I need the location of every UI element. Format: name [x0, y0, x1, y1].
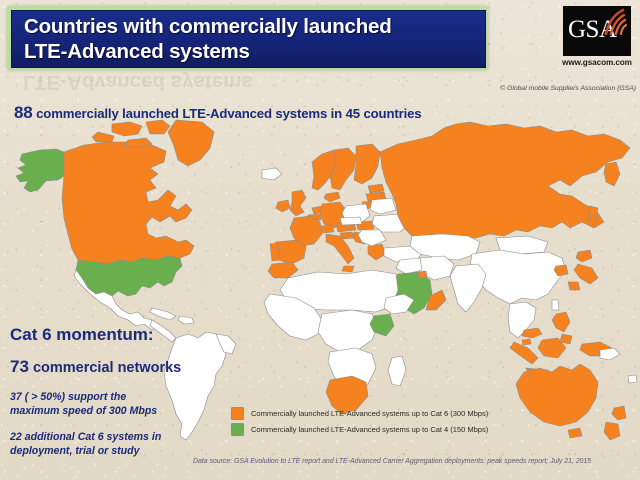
world-map-svg — [15, 119, 638, 441]
signal-waves-icon — [604, 8, 627, 36]
region-south-africa — [325, 375, 369, 415]
region-cuba — [149, 307, 177, 321]
region-papua-west — [599, 347, 621, 361]
region-italy — [325, 233, 355, 265]
region-malaysia — [521, 327, 543, 339]
region-canada-arctic-3 — [91, 131, 115, 143]
title-reflection: LTE-Advanced systems — [23, 71, 253, 94]
region-new-zealand-south — [603, 421, 621, 441]
region-portugal — [269, 242, 281, 262]
region-philippines-2 — [559, 333, 573, 345]
region-south-korea — [553, 264, 569, 277]
region-slovenia — [339, 231, 355, 240]
stats-networks-count: 73 — [10, 357, 29, 376]
region-iceland — [261, 167, 283, 181]
legend-swatch-green — [231, 423, 244, 436]
region-indonesia-borneo — [537, 337, 567, 359]
region-italy-sicily — [341, 265, 355, 273]
region-czech-slovakia — [339, 216, 363, 226]
region-kamchatka — [603, 161, 621, 187]
region-central-africa — [317, 309, 379, 353]
legend-item-cat4: Commercially launched LTE-Advanced syste… — [231, 423, 531, 436]
region-indonesia-sumatra — [509, 341, 539, 365]
region-belarus — [369, 197, 397, 215]
region-west-africa — [263, 293, 323, 341]
region-canada-arctic-2 — [145, 119, 171, 135]
headline-text: commercially launched LTE-Advanced syste… — [32, 106, 422, 121]
region-estonia — [367, 183, 385, 194]
region-united-states — [75, 255, 183, 297]
region-central-america — [149, 319, 177, 343]
region-denmark — [323, 191, 341, 203]
region-canada-arctic-4 — [123, 137, 153, 149]
legend-swatch-orange — [231, 407, 244, 420]
region-hispaniola — [177, 315, 195, 325]
region-canada-arctic-1 — [111, 121, 143, 137]
headline-count: 88 — [14, 103, 33, 122]
region-greece — [367, 243, 387, 261]
legend-label-cat6: Commercially launched LTE-Advanced syste… — [251, 409, 489, 418]
region-france — [289, 215, 323, 247]
data-source-footer: Data source: GSA Evolution to LTE report… — [193, 458, 592, 465]
region-singapore — [521, 338, 532, 346]
region-south-america — [163, 331, 227, 441]
region-russia — [379, 121, 631, 241]
region-canada — [61, 141, 195, 266]
headline: 88 commercially launched LTE-Advanced sy… — [14, 103, 422, 123]
region-alaska — [15, 148, 65, 193]
gsa-logo-block[interactable]: GSA www.gsacom.com — [562, 6, 635, 80]
stats-networks: 73 commercial networks — [10, 357, 200, 377]
region-iraq-syria — [395, 257, 423, 275]
cat6-stats-block: Cat 6 momentum: 73 commercial networks 3… — [10, 325, 200, 458]
legend-label-cat4: Commercially launched LTE-Advanced syste… — [251, 425, 489, 434]
region-new-zealand-north — [611, 405, 627, 421]
region-united-kingdom — [289, 189, 307, 217]
stats-note-deployment: 22 additional Cat 6 systems in deploymen… — [10, 431, 162, 457]
region-japan-kyushu — [567, 281, 581, 291]
region-india — [449, 263, 487, 313]
region-sakhalin — [587, 205, 599, 223]
region-philippines — [551, 311, 571, 333]
world-map — [0, 118, 640, 448]
region-tasmania — [567, 427, 583, 439]
gsa-logo-box: GSA — [563, 6, 631, 56]
region-yemen-oman — [425, 289, 447, 311]
stats-networks-label: commercial networks — [28, 360, 182, 376]
region-finland — [353, 143, 381, 185]
region-morocco — [267, 261, 299, 279]
region-switzerland — [319, 224, 335, 234]
region-japan-honshu — [573, 263, 599, 285]
region-taiwan — [551, 299, 560, 311]
page-title: Countries with commercially launched LTE… — [24, 15, 392, 63]
region-romania-balkans — [357, 229, 387, 247]
map-legend: Commercially launched LTE-Advanced syste… — [231, 407, 531, 439]
region-ireland — [275, 199, 291, 213]
region-kazakhstan — [409, 233, 481, 261]
copyright-notice: © Global mobile Suppliers Association (G… — [500, 85, 636, 92]
gsa-website-url[interactable]: www.gsacom.com — [562, 58, 632, 67]
region-greenland — [167, 119, 215, 167]
region-australia — [515, 363, 599, 427]
title-banner: Countries with commercially launched LTE… — [11, 10, 486, 68]
region-kuwait — [417, 270, 428, 279]
stats-title: Cat 6 momentum: — [10, 325, 154, 344]
gsa-logo-wordmark: GSA — [568, 16, 617, 43]
region-fiji — [627, 374, 638, 384]
region-horn-of-africa — [383, 293, 415, 315]
region-south-america-ne — [215, 333, 237, 355]
region-sweden — [329, 147, 357, 191]
region-japan — [575, 249, 593, 263]
region-kenya — [369, 313, 395, 337]
region-madagascar — [387, 355, 407, 387]
legend-item-cat6: Commercially launched LTE-Advanced syste… — [231, 407, 531, 420]
stats-note-max-speed: 37 ( > 50%) support the maximum speed of… — [10, 391, 158, 417]
